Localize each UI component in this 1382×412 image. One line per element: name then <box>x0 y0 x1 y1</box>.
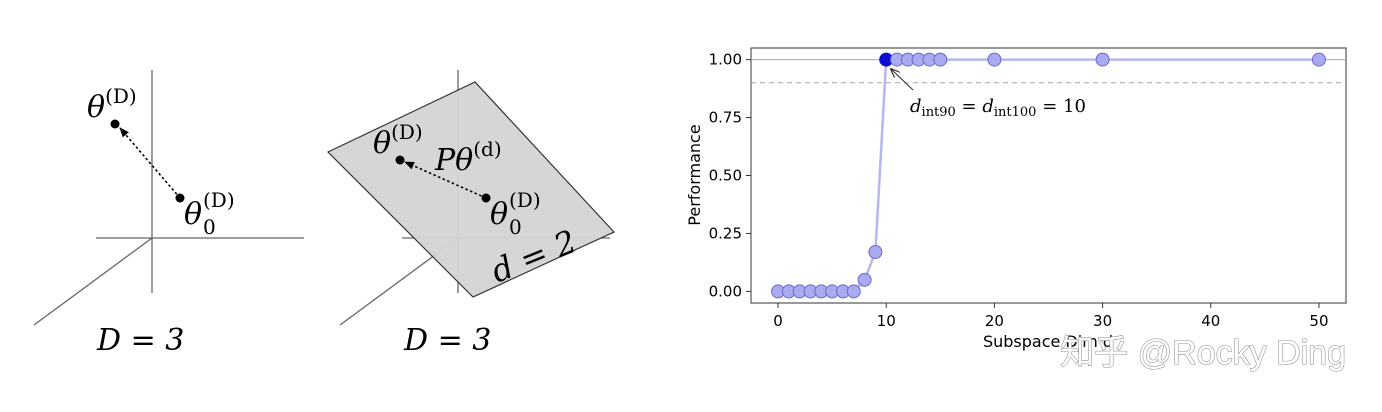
annotation-text: dint90 = dint100 = 10 <box>910 96 1086 120</box>
left-caption: D = 3 <box>96 323 184 358</box>
left-theta0-point <box>175 193 185 203</box>
left-theta0-sub: 0 <box>203 215 216 239</box>
y-tick-label: 0.25 <box>709 224 742 242</box>
x-ticks: 0 10 20 30 40 50 <box>773 303 1329 330</box>
left-theta-point <box>110 119 120 129</box>
middle-theta0-label: θ <box>490 197 508 232</box>
subspace-plane <box>326 81 616 298</box>
middle-theta-point <box>395 155 405 165</box>
y-ticks: 0.00 0.25 0.50 0.75 1.00 <box>709 51 751 300</box>
x-axis-label: Subspace Dim d <box>983 332 1113 351</box>
data-point <box>846 284 861 299</box>
performance-chart: 0.00 0.25 0.50 0.75 1.00 0 10 20 30 40 50 dint90 … <box>685 47 1347 351</box>
y-tick-label: 1.00 <box>709 51 742 69</box>
plot-frame <box>750 47 1347 304</box>
data-point <box>857 272 872 287</box>
left-theta0-sup: (D) <box>203 188 235 212</box>
projection-label: Pθ(d) <box>434 137 502 178</box>
x-tick-label: 0 <box>773 312 783 330</box>
x-tick-label: 20 <box>985 312 1004 330</box>
middle-caption: D = 3 <box>403 323 491 358</box>
middle-theta-label: θ(D) <box>373 120 423 161</box>
x-tick-label: 30 <box>1093 312 1112 330</box>
annotation-arrow <box>891 69 914 91</box>
data-point <box>987 52 1002 67</box>
y-axis-label: Performance <box>685 124 704 225</box>
left-depth-axis <box>33 237 153 326</box>
x-tick-label: 10 <box>877 312 896 330</box>
left-theta0-label: θ <box>184 197 202 232</box>
left-diagram: θ(D) θ (D) 0 D = 3 <box>33 70 304 358</box>
series-markers <box>771 52 1326 299</box>
left-displacement-arrow <box>119 127 181 199</box>
middle-theta0-point <box>481 193 491 203</box>
data-point <box>933 52 948 67</box>
y-tick-label: 0.50 <box>709 167 742 185</box>
middle-theta0-sub: 0 <box>509 215 522 239</box>
x-tick-label: 50 <box>1309 312 1328 330</box>
watermark: 知乎 @Rocky Ding <box>1060 334 1346 372</box>
middle-theta0-sup: (D) <box>509 188 541 212</box>
middle-diagram: θ(D) Pθ(d) θ (D) 0 d = 2 D = 3 <box>326 70 616 358</box>
data-point <box>1095 52 1110 67</box>
y-tick-label: 0.75 <box>709 109 742 127</box>
data-point <box>1311 52 1326 67</box>
y-tick-label: 0.00 <box>709 282 742 300</box>
data-point <box>868 245 883 259</box>
x-tick-label: 40 <box>1201 312 1220 330</box>
left-theta-label: θ(D) <box>87 84 137 125</box>
